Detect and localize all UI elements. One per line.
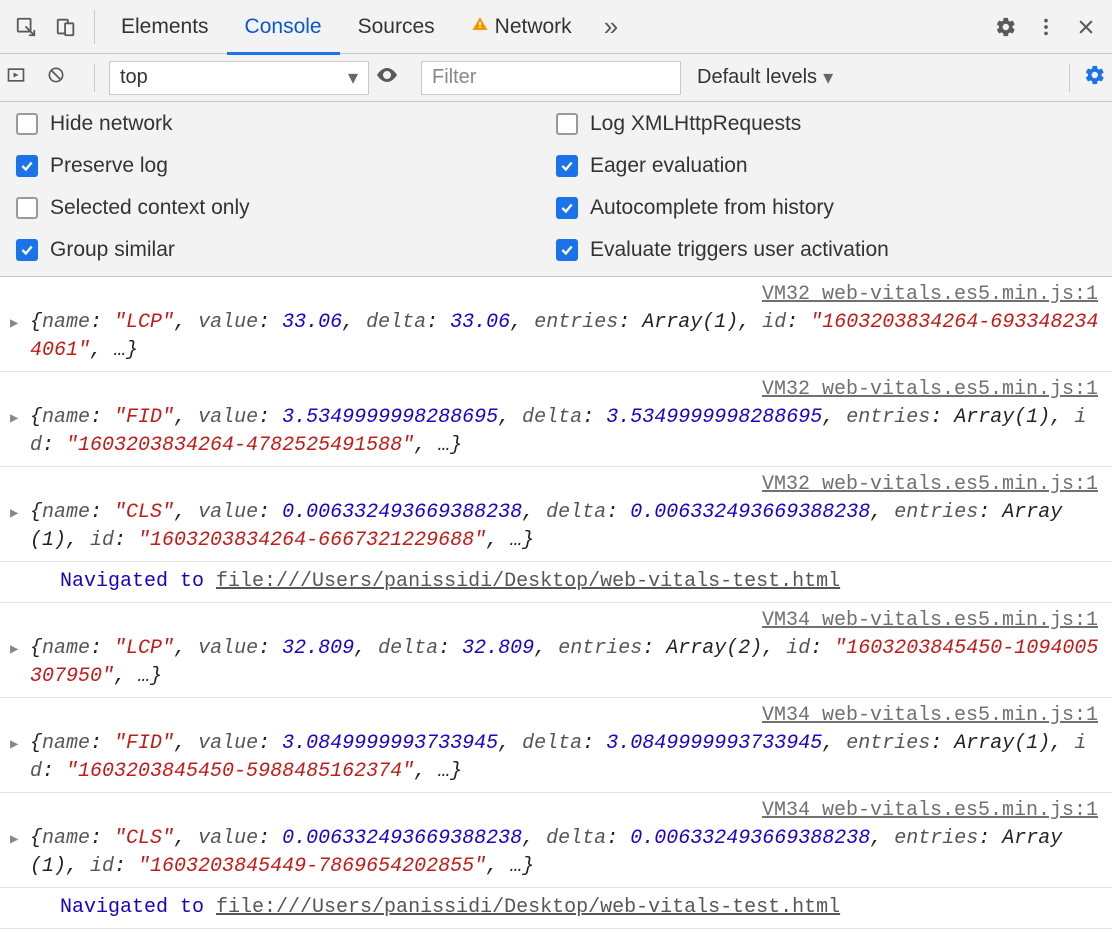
chevron-down-icon: ▾	[348, 65, 358, 90]
console-log-entry: VM34 web-vitals.es5.min.js:1 ▶ {name: "C…	[0, 793, 1112, 888]
expand-arrow-icon[interactable]: ▶	[10, 641, 24, 661]
navigation-log: Navigated to file:///Users/panissidi/Des…	[0, 562, 1112, 603]
console-log-entry: VM34 web-vitals.es5.min.js:1 ▶ {name: "L…	[0, 603, 1112, 698]
console-log-entry: VM34 web-vitals.es5.min.js:1 ▶ {name: "F…	[0, 698, 1112, 793]
device-toolbar-icon[interactable]	[46, 7, 86, 47]
toolbar-divider	[94, 10, 95, 44]
source-link[interactable]: VM32 web-vitals.es5.min.js:1	[10, 471, 1098, 499]
log-levels-label: Default levels	[697, 66, 817, 89]
checkbox-label: Log XMLHttpRequests	[590, 112, 801, 136]
checkbox-autocomplete-history[interactable]: Autocomplete from history	[556, 196, 1096, 220]
console-settings-gear-icon[interactable]	[1084, 64, 1106, 92]
checkbox-label: Hide network	[50, 112, 173, 136]
toggle-console-sidebar-icon[interactable]	[6, 65, 40, 91]
checkbox-eval-user-activation[interactable]: Evaluate triggers user activation	[556, 238, 1096, 262]
checkbox-selected-context[interactable]: Selected context only	[16, 196, 556, 220]
tab-network-label: Network	[495, 15, 572, 39]
source-link[interactable]: VM34 web-vitals.es5.min.js:1	[10, 702, 1098, 730]
close-icon[interactable]	[1066, 7, 1106, 47]
console-log-entry: VM32 web-vitals.es5.min.js:1 ▶ {name: "F…	[0, 372, 1112, 467]
source-link[interactable]: VM34 web-vitals.es5.min.js:1	[10, 797, 1098, 825]
expand-arrow-icon[interactable]: ▶	[10, 736, 24, 756]
log-levels-selector[interactable]: Default levels ▾	[687, 65, 843, 90]
console-settings-panel: Hide network Log XMLHttpRequests Preserv…	[0, 102, 1112, 277]
navigation-log: Navigated to file:///Users/panissidi/Des…	[0, 888, 1112, 929]
warning-icon	[471, 15, 489, 39]
tab-sources[interactable]: Sources	[340, 0, 453, 54]
tab-elements[interactable]: Elements	[103, 0, 227, 54]
navigation-text: Navigated to	[60, 570, 216, 593]
chevron-down-icon: ▾	[823, 65, 833, 90]
checkbox-group-similar[interactable]: Group similar	[16, 238, 556, 262]
navigation-url[interactable]: file:///Users/panissidi/Desktop/web-vita…	[216, 570, 840, 593]
expand-arrow-icon[interactable]: ▶	[10, 831, 24, 851]
log-object[interactable]: ▶ {name: "CLS", value: 0.006332493669388…	[10, 825, 1102, 881]
log-object[interactable]: ▶ {name: "FID", value: 3.534999999828869…	[10, 404, 1102, 460]
checkbox-eager-evaluation[interactable]: Eager evaluation	[556, 154, 1096, 178]
checkbox-log-xhr[interactable]: Log XMLHttpRequests	[556, 112, 1096, 136]
source-link[interactable]: VM32 web-vitals.es5.min.js:1	[10, 281, 1098, 309]
context-label: top	[120, 66, 148, 89]
log-object[interactable]: ▶ {name: "LCP", value: 32.809, delta: 32…	[10, 635, 1102, 691]
checkbox-label: Eager evaluation	[590, 154, 748, 178]
live-expression-eye-icon[interactable]	[375, 63, 415, 93]
expand-arrow-icon[interactable]: ▶	[10, 315, 24, 335]
console-subbar: top ▾ Default levels ▾	[0, 54, 1112, 102]
log-object[interactable]: ▶ {name: "FID", value: 3.084999999373394…	[10, 730, 1102, 786]
settings-gear-icon[interactable]	[986, 7, 1026, 47]
context-selector[interactable]: top ▾	[109, 61, 369, 95]
navigation-url[interactable]: file:///Users/panissidi/Desktop/web-vita…	[216, 896, 840, 919]
checkbox-label: Preserve log	[50, 154, 168, 178]
inspect-element-icon[interactable]	[6, 7, 46, 47]
source-link[interactable]: VM32 web-vitals.es5.min.js:1	[10, 376, 1098, 404]
subbar-divider	[1069, 64, 1070, 92]
checkbox-label: Autocomplete from history	[590, 196, 834, 220]
console-log-entry: VM32 web-vitals.es5.min.js:1 ▶ {name: "C…	[0, 467, 1112, 562]
log-object[interactable]: ▶ {name: "CLS", value: 0.006332493669388…	[10, 499, 1102, 555]
checkbox-label: Group similar	[50, 238, 175, 262]
checkbox-label: Evaluate triggers user activation	[590, 238, 889, 262]
tab-network[interactable]: Network	[453, 0, 590, 54]
clear-console-icon[interactable]	[46, 65, 80, 91]
subbar-divider	[94, 64, 95, 92]
tab-console[interactable]: Console	[227, 0, 340, 54]
checkbox-hide-network[interactable]: Hide network	[16, 112, 556, 136]
expand-arrow-icon[interactable]: ▶	[10, 505, 24, 525]
navigation-text: Navigated to	[60, 896, 216, 919]
console-log-area: VM32 web-vitals.es5.min.js:1 ▶ {name: "L…	[0, 277, 1112, 929]
source-link[interactable]: VM34 web-vitals.es5.min.js:1	[10, 607, 1098, 635]
devtools-toolbar: Elements Console Sources Network »	[0, 0, 1112, 54]
console-log-entry: VM32 web-vitals.es5.min.js:1 ▶ {name: "L…	[0, 277, 1112, 372]
checkbox-label: Selected context only	[50, 196, 250, 220]
more-tabs-icon[interactable]: »	[590, 11, 632, 42]
expand-arrow-icon[interactable]: ▶	[10, 410, 24, 430]
checkbox-preserve-log[interactable]: Preserve log	[16, 154, 556, 178]
filter-input[interactable]	[421, 61, 681, 95]
kebab-menu-icon[interactable]	[1026, 7, 1066, 47]
log-object[interactable]: ▶ {name: "LCP", value: 33.06, delta: 33.…	[10, 309, 1102, 365]
